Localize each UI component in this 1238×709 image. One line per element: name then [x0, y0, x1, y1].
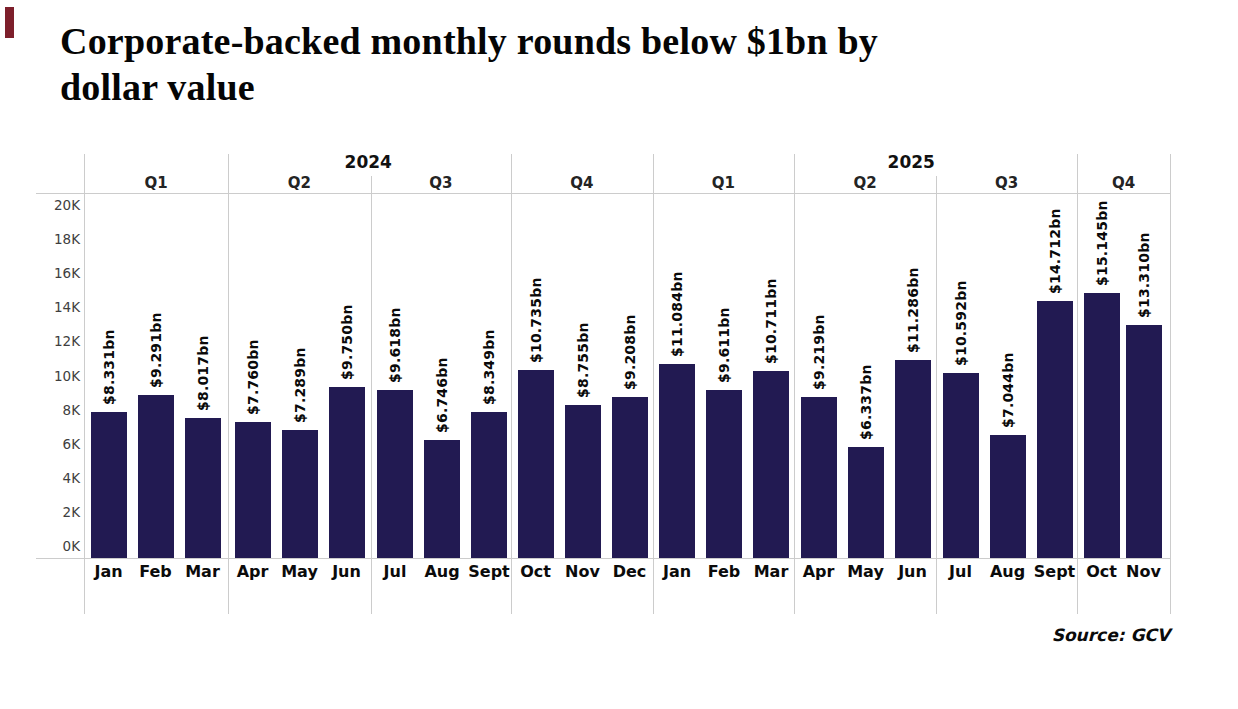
bar: [471, 412, 507, 558]
bar: [990, 435, 1026, 558]
quarter-label: Q1: [84, 174, 228, 192]
bar-value-label: $14.712bn: [1046, 208, 1064, 294]
bar-chart: 0K 2K 4K 6K 8K 10K 12K 14K 16K 18K 20K 2024 2025 Q1 $8…: [0, 0, 1238, 709]
bar: [91, 412, 127, 558]
quarter-separator-line: [794, 154, 795, 614]
chart-page: Corporate-backed monthly rounds below $1…: [0, 0, 1238, 709]
bar: [706, 390, 742, 558]
year-label: 2025: [851, 152, 971, 172]
quarter-label: Q1: [653, 174, 795, 192]
quarter-separator-line: [228, 154, 229, 614]
bar-value-label: $6.746bn: [433, 357, 451, 433]
y-axis-tick: 12K: [30, 333, 80, 349]
quarter-separator-line: [936, 176, 937, 614]
y-axis-tick: 18K: [30, 231, 80, 247]
bar-value-label: $11.084bn: [668, 271, 686, 357]
bar: [424, 440, 460, 558]
bar: [565, 405, 601, 558]
y-axis-tick: 8K: [30, 402, 80, 418]
bar: [848, 447, 884, 558]
y-axis-tick: 20K: [30, 197, 80, 213]
bar: [377, 390, 413, 558]
source-credit: Source: GCV: [770, 625, 1170, 645]
bar-value-label: $7.289bn: [291, 347, 309, 423]
x-axis-line: [36, 558, 1170, 559]
bar-value-label: $8.755bn: [574, 322, 592, 398]
bar: [1126, 325, 1162, 558]
quarter-separator-line: [84, 154, 85, 614]
bar-value-label: $13.310bn: [1135, 232, 1153, 318]
bar-value-label: $10.711bn: [762, 278, 780, 364]
quarter-label: Q3: [936, 174, 1077, 192]
bar: [801, 397, 837, 558]
bar-value-label: $7.044bn: [999, 352, 1017, 428]
bar: [753, 371, 789, 558]
bar-value-label: $9.219bn: [810, 314, 828, 390]
bar: [185, 418, 221, 558]
bar-value-label: $10.592bn: [952, 280, 970, 366]
quarter-label: Q2: [228, 174, 371, 192]
y-axis-tick: 16K: [30, 265, 80, 281]
y-axis-tick: 0K: [30, 538, 80, 554]
quarter-separator-line: [371, 176, 372, 614]
bar-value-label: $11.286bn: [904, 267, 922, 353]
y-axis-tick: 10K: [30, 368, 80, 384]
y-axis-tick: 2K: [30, 504, 80, 520]
bar-value-label: $7.760bn: [244, 339, 262, 415]
x-axis-month-label: Nov: [1104, 562, 1184, 581]
bar: [235, 422, 271, 558]
bar-value-label: $9.208bn: [621, 314, 639, 390]
bar-value-label: $6.337bn: [857, 364, 875, 440]
bar: [282, 430, 318, 558]
quarter-separator-line: [1170, 154, 1171, 614]
bar: [943, 373, 979, 558]
bar: [138, 395, 174, 558]
quarter-label: Q4: [511, 174, 653, 192]
bar: [612, 397, 648, 558]
bar-value-label: $9.291bn: [147, 312, 165, 388]
y-axis-tick: 14K: [30, 299, 80, 315]
bar-value-label: $15.145bn: [1093, 200, 1111, 286]
bar: [1037, 301, 1073, 558]
bar-value-label: $9.750bn: [338, 304, 356, 380]
y-axis-tick: 6K: [30, 436, 80, 452]
year-label: 2024: [308, 152, 428, 172]
chart-top-border-line: [36, 193, 1170, 194]
quarter-separator-line: [653, 154, 654, 614]
bar-value-label: $8.331bn: [100, 329, 118, 405]
bar: [895, 360, 931, 558]
y-axis-tick: 4K: [30, 470, 80, 486]
bar-value-label: $9.618bn: [386, 307, 404, 383]
bar-value-label: $8.349bn: [480, 329, 498, 405]
bar-value-label: $9.611bn: [715, 307, 733, 383]
bar-value-label: $10.735bn: [527, 277, 545, 363]
quarter-label: Q4: [1077, 174, 1170, 192]
quarter-separator-line: [1077, 154, 1078, 614]
bar-value-label: $8.017bn: [194, 335, 212, 411]
bar: [659, 364, 695, 558]
quarter-separator-line: [511, 154, 512, 614]
bar: [329, 387, 365, 558]
quarter-label: Q2: [794, 174, 936, 192]
bar: [518, 370, 554, 558]
bar: [1084, 293, 1120, 558]
quarter-label: Q3: [371, 174, 512, 192]
